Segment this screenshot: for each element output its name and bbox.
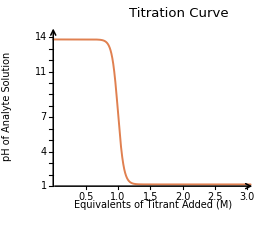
Text: 2.0: 2.0: [175, 192, 190, 202]
Text: 11: 11: [34, 66, 47, 77]
Text: Titration Curve: Titration Curve: [129, 7, 229, 20]
Text: 1: 1: [41, 181, 47, 191]
Text: 2.5: 2.5: [207, 192, 223, 202]
Text: 4: 4: [41, 147, 47, 157]
Text: Equivalents of Titrant Added (M): Equivalents of Titrant Added (M): [74, 201, 233, 210]
Text: 1.5: 1.5: [143, 192, 158, 202]
Text: 1.0: 1.0: [110, 192, 125, 202]
Text: 14: 14: [34, 32, 47, 42]
Text: 7: 7: [41, 112, 47, 122]
Text: 3.0: 3.0: [240, 192, 255, 202]
Text: pH of Analyte Solution: pH of Analyte Solution: [2, 51, 12, 161]
Text: 0.5: 0.5: [78, 192, 93, 202]
